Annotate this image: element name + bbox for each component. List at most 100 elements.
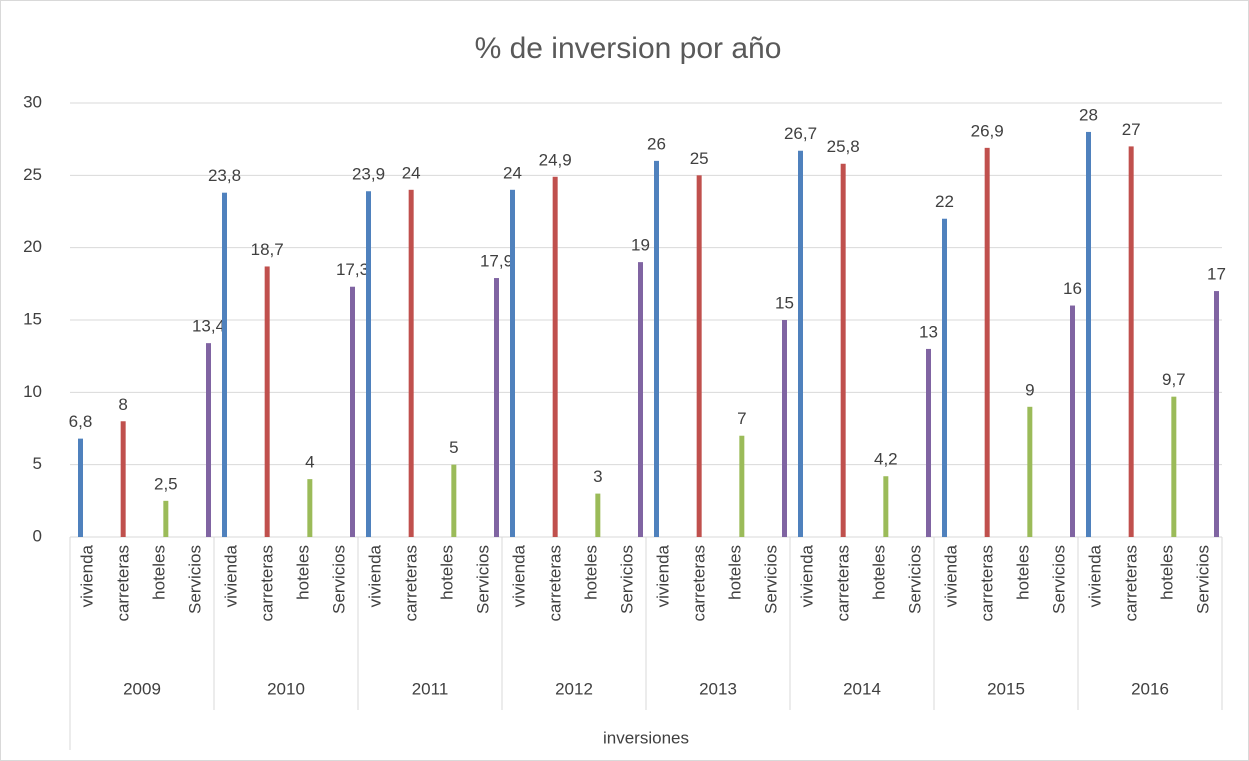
x-tick-label: carreteras xyxy=(833,545,852,622)
data-label: 4 xyxy=(305,453,314,472)
x-group-label: 2016 xyxy=(1131,679,1169,698)
data-label: 13,4 xyxy=(192,317,225,336)
bar xyxy=(696,175,702,538)
y-tick-label: 15 xyxy=(23,309,42,328)
bar xyxy=(350,286,355,537)
x-tick-label: hoteles xyxy=(869,545,888,600)
bar xyxy=(926,348,931,537)
x-tick-label: hoteles xyxy=(581,545,600,600)
x-tick-label: carreteras xyxy=(113,545,132,622)
x-tick-label: vivienda xyxy=(941,544,960,607)
x-tick-label: Servicios xyxy=(761,545,780,614)
bar xyxy=(206,343,211,537)
x-group-label: 2012 xyxy=(555,679,593,698)
x-tick-label: carreteras xyxy=(689,545,708,622)
x-tick-label: hoteles xyxy=(293,545,312,600)
data-label: 17,9 xyxy=(480,252,513,271)
data-label: 28 xyxy=(1079,105,1098,124)
bar xyxy=(552,176,558,537)
bar xyxy=(78,438,83,537)
bar xyxy=(1086,131,1091,537)
bar xyxy=(1027,406,1033,537)
bar xyxy=(120,421,126,537)
x-tick-label: hoteles xyxy=(725,545,744,600)
y-tick-label: 5 xyxy=(33,454,42,473)
x-tick-label: vivienda xyxy=(221,544,240,607)
x-tick-label: carreteras xyxy=(1121,545,1140,622)
data-label: 7 xyxy=(737,409,746,428)
x-tick-label: vivienda xyxy=(653,544,672,607)
x-tick-label: vivienda xyxy=(365,544,384,607)
bar xyxy=(595,493,601,537)
data-label: 26,7 xyxy=(784,124,817,143)
x-tick-label: Servicios xyxy=(617,545,636,614)
bar xyxy=(1214,291,1219,537)
data-label: 19 xyxy=(631,236,650,255)
data-label: 25,8 xyxy=(827,137,860,156)
data-label: 2,5 xyxy=(154,474,178,493)
x-group-label: 2014 xyxy=(843,679,881,698)
data-label: 3 xyxy=(593,467,602,486)
x-group-label: 2009 xyxy=(123,679,161,698)
x-tick-label: vivienda xyxy=(797,544,816,607)
bar xyxy=(840,163,846,537)
data-label: 24 xyxy=(503,163,522,182)
bar xyxy=(408,189,414,538)
x-tick-label: Servicios xyxy=(1193,545,1212,614)
data-label: 16 xyxy=(1063,279,1082,298)
bar xyxy=(798,150,803,538)
bar xyxy=(222,192,227,537)
y-tick-label: 30 xyxy=(23,92,42,111)
data-label: 17,3 xyxy=(336,260,369,279)
data-label: 17 xyxy=(1207,265,1226,284)
x-tick-label: vivienda xyxy=(77,544,96,607)
bar xyxy=(307,479,313,537)
data-label: 23,9 xyxy=(352,165,385,184)
bar xyxy=(494,278,499,537)
bar xyxy=(739,435,745,537)
bar xyxy=(1171,396,1177,537)
bar xyxy=(451,464,457,537)
chart-title: % de inversion por año xyxy=(475,32,782,65)
bar xyxy=(984,147,990,537)
x-tick-label: vivienda xyxy=(509,544,528,607)
data-label: 9 xyxy=(1025,380,1034,399)
bar xyxy=(163,500,169,537)
y-tick-label: 25 xyxy=(23,165,42,184)
data-label: 15 xyxy=(775,293,794,312)
x-tick-label: hoteles xyxy=(437,545,456,600)
x-tick-label: carreteras xyxy=(257,545,276,622)
x-group-label: 2011 xyxy=(412,679,449,698)
bar xyxy=(366,191,371,537)
data-label: 13 xyxy=(919,322,938,341)
data-label: 27 xyxy=(1122,120,1141,139)
bar xyxy=(654,160,659,537)
x-axis-title: inversiones xyxy=(603,728,689,747)
bar xyxy=(782,320,787,537)
data-label: 18,7 xyxy=(251,240,284,259)
data-label: 8 xyxy=(118,395,127,414)
bar xyxy=(264,266,270,537)
x-tick-label: Servicios xyxy=(473,545,492,614)
x-tick-label: Servicios xyxy=(185,545,204,614)
data-label: 26 xyxy=(647,134,666,153)
x-group-label: 2015 xyxy=(987,679,1025,698)
y-tick-label: 20 xyxy=(23,237,42,256)
bar xyxy=(1128,146,1134,537)
x-tick-label: hoteles xyxy=(149,545,168,600)
x-tick-label: carreteras xyxy=(545,545,564,622)
data-label: 26,9 xyxy=(971,121,1004,140)
bar xyxy=(942,218,947,537)
x-tick-label: hoteles xyxy=(1013,545,1032,600)
bar xyxy=(1070,305,1075,537)
x-group-label: 2010 xyxy=(267,679,305,698)
data-label: 5 xyxy=(449,438,458,457)
data-label: 6,8 xyxy=(69,412,93,431)
data-label: 24,9 xyxy=(539,150,572,169)
x-tick-label: carreteras xyxy=(977,545,996,622)
bar xyxy=(510,189,515,538)
data-label: 4,2 xyxy=(874,450,898,469)
data-label: 9,7 xyxy=(1162,370,1186,389)
x-tick-label: Servicios xyxy=(1049,545,1068,614)
